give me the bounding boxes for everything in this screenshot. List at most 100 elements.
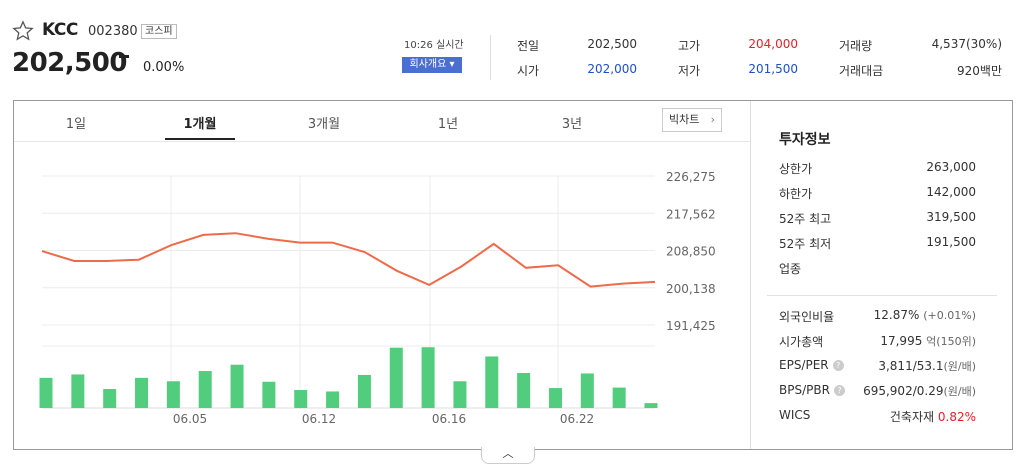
active-tab-underline xyxy=(165,138,235,140)
invest-info-title: 투자정보 xyxy=(779,132,831,148)
industry-label: 업종 xyxy=(779,262,802,276)
x-tick-label: 06.22 xyxy=(560,412,594,426)
tab-3month[interactable]: 3개월 xyxy=(307,117,341,132)
change-rate: 0.00% xyxy=(143,60,185,75)
volume-bar xyxy=(294,390,308,408)
volume-bar xyxy=(166,381,180,408)
y-tick-labels: 226,275 217,562 208,850 200,138 191,425 xyxy=(666,170,716,333)
volume-bar xyxy=(103,389,117,408)
upper-limit-value: 263,000 xyxy=(926,160,976,174)
wics-change: 0.82% xyxy=(937,410,976,424)
volume-bar xyxy=(262,381,276,408)
tab-1month[interactable]: 1개월 xyxy=(183,117,217,132)
price-line-group xyxy=(41,232,656,288)
chevron-right-icon: › xyxy=(710,113,715,126)
volume-bar xyxy=(517,372,531,408)
eps-per-label: EPS/PER? xyxy=(779,358,844,372)
amount-label: 거래대금 xyxy=(839,64,884,78)
high52-label: 52주 최고 xyxy=(779,212,832,226)
header-divider xyxy=(490,35,491,80)
tab-3year[interactable]: 3년 xyxy=(561,117,583,132)
lower-limit-label: 하한가 xyxy=(779,187,813,201)
collapse-chevron-up-icon[interactable]: ︿ xyxy=(481,447,535,464)
eps-per-number: 3,811/53.1 xyxy=(878,359,944,373)
bps-pbr-text: BPS/PBR xyxy=(779,383,830,397)
wics-value: 건축자재 0.82% xyxy=(890,408,976,425)
stock-code: 002380 xyxy=(88,24,138,39)
foreign-ratio-value: 12.87% (+0.01%) xyxy=(874,308,976,322)
volume-bar xyxy=(612,387,626,408)
volume-bar xyxy=(198,371,212,408)
realtime-timestamp: 10:26 실시간 xyxy=(404,40,464,51)
volume-bar xyxy=(389,347,403,408)
market-cap-unit: 억(150위) xyxy=(926,335,976,348)
stock-name: KCC xyxy=(42,20,78,40)
market-badge: 코스피 xyxy=(141,24,177,39)
prev-close-label: 전일 xyxy=(517,39,540,53)
company-overview-button[interactable]: 회사개요 ▾ xyxy=(402,57,462,73)
y-tick-label: 200,138 xyxy=(666,282,716,296)
chart-grid xyxy=(42,175,655,409)
volume-bar xyxy=(453,381,467,408)
current-price: 202,500 xyxy=(12,48,127,78)
market-cap-value: 17,995 억(150위) xyxy=(880,333,976,349)
wics-industry[interactable]: 건축자재 xyxy=(889,410,935,424)
price-line xyxy=(41,232,656,288)
wics-label: WICS xyxy=(779,408,811,422)
y-tick-label: 217,562 xyxy=(666,207,716,221)
bps-pbr-value: 695,902/0.29(원/배) xyxy=(863,383,976,399)
volume-bars xyxy=(39,347,658,408)
volume-bar xyxy=(548,388,562,408)
tab-1day[interactable]: 1일 xyxy=(65,117,87,132)
low52-value: 191,500 xyxy=(926,235,976,249)
tab-1year[interactable]: 1년 xyxy=(437,117,459,132)
x-tick-label: 06.12 xyxy=(302,412,336,426)
price-chart: 226,275 217,562 208,850 200,138 191,425 06.0… xyxy=(39,170,716,426)
high-value: 204,000 xyxy=(748,37,798,51)
bps-pbr-label: BPS/PBR? xyxy=(779,383,845,397)
prev-close-value: 202,500 xyxy=(587,37,637,51)
volume-bar xyxy=(357,374,371,408)
eps-per-text: EPS/PER xyxy=(779,358,829,372)
foreign-ratio-number: 12.87% xyxy=(873,308,920,322)
open-label: 시가 xyxy=(517,64,540,78)
volume-bar xyxy=(71,374,85,408)
low52-label: 52주 최저 xyxy=(779,237,832,251)
open-value: 202,000 xyxy=(587,62,637,76)
eps-per-value: 3,811/53.1(원/배) xyxy=(878,358,976,374)
volume-bar xyxy=(230,364,244,408)
volume-bar xyxy=(39,377,53,408)
high52-value: 319,500 xyxy=(926,210,976,224)
help-icon[interactable]: ? xyxy=(832,360,844,371)
volume-value: 4,537(30%) xyxy=(931,37,1002,51)
period-tabbar xyxy=(14,101,750,142)
volume-bar xyxy=(644,403,658,408)
volume-label: 거래량 xyxy=(839,39,873,53)
eps-per-unit: (원/배) xyxy=(943,360,976,373)
x-tick-label: 06.16 xyxy=(432,412,466,426)
big-chart-label: 빅차트 xyxy=(669,113,700,126)
y-tick-label: 226,275 xyxy=(666,170,716,184)
x-tick-labels: 06.05 06.12 06.16 06.22 xyxy=(173,412,594,426)
market-cap-label: 시가총액 xyxy=(779,335,824,349)
favorite-star-icon[interactable] xyxy=(12,20,34,42)
x-tick-label: 06.05 xyxy=(173,412,207,426)
y-tick-label: 191,425 xyxy=(666,319,716,333)
low-label: 저가 xyxy=(678,64,701,78)
help-icon[interactable]: ? xyxy=(833,385,845,396)
volume-bar xyxy=(421,347,435,408)
bps-pbr-unit: (원/배) xyxy=(943,385,976,398)
big-chart-button[interactable]: 빅차트 › xyxy=(662,108,722,132)
info-divider xyxy=(767,295,997,296)
lower-limit-value: 142,000 xyxy=(926,185,976,199)
invest-info-panel xyxy=(750,101,1013,449)
foreign-ratio-label: 외국인비율 xyxy=(779,310,835,324)
volume-bar xyxy=(580,373,594,408)
foreign-ratio-change: (+0.01%) xyxy=(923,309,976,322)
amount-value: 920백만 xyxy=(957,64,1002,78)
volume-bar xyxy=(135,377,149,408)
high-label: 고가 xyxy=(678,39,701,53)
unchanged-dash-icon xyxy=(119,55,129,58)
volume-bar xyxy=(485,356,499,408)
y-tick-label: 208,850 xyxy=(666,245,716,259)
